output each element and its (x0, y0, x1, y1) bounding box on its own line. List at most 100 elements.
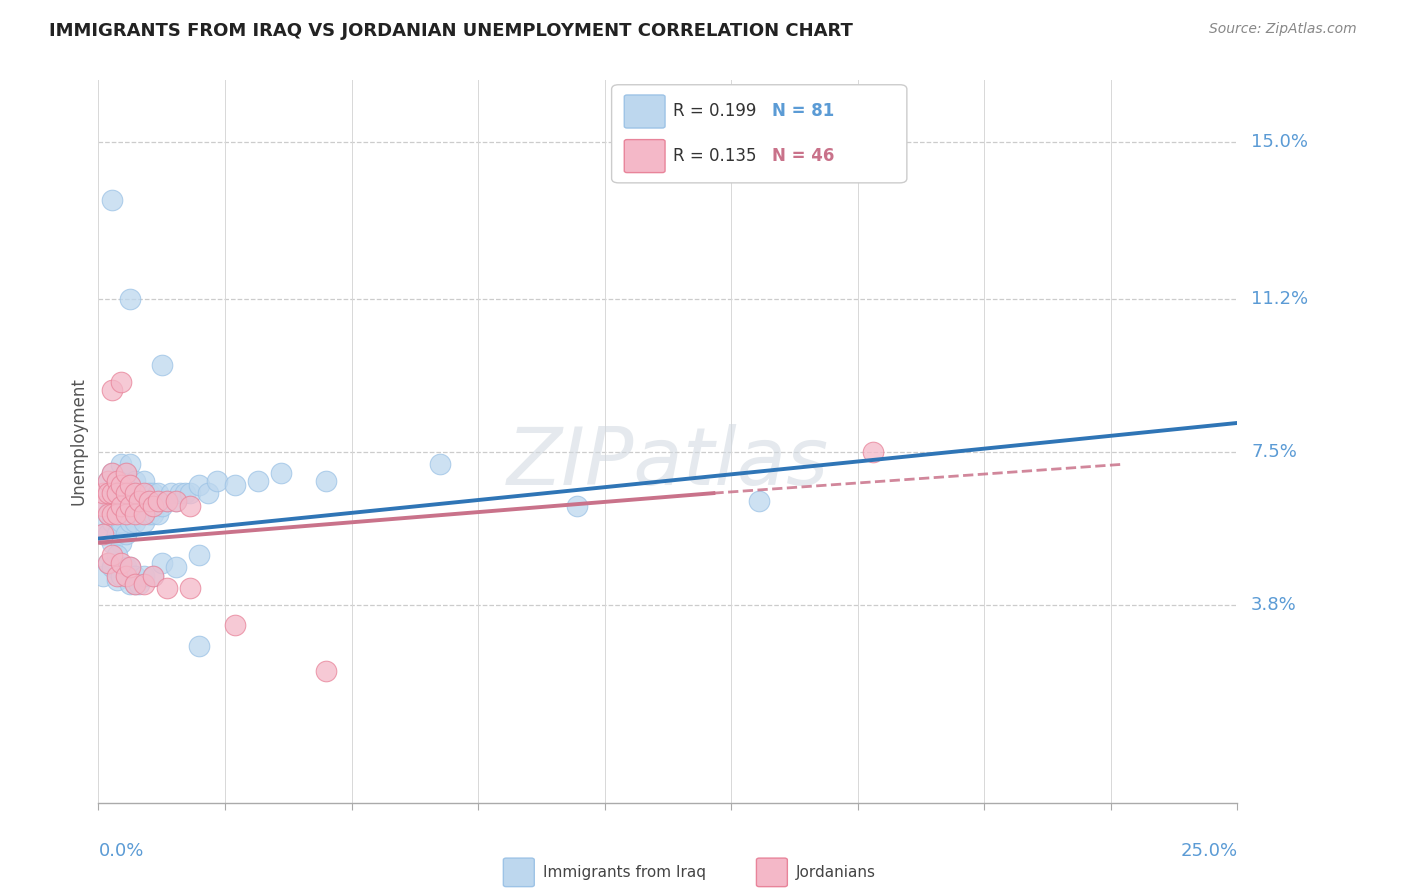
Point (124, 568, 146, 582)
Point (96, 557, 118, 571)
Point (105, 474, 128, 488)
Point (110, 457, 132, 471)
Point (187, 478, 209, 492)
Point (165, 494, 187, 508)
Point (114, 507, 136, 521)
Point (165, 494, 187, 508)
Text: 0.0%: 0.0% (98, 842, 143, 860)
Point (110, 499, 132, 513)
Point (132, 474, 155, 488)
Point (105, 486, 128, 500)
Text: Source: ZipAtlas.com: Source: ZipAtlas.com (1209, 22, 1357, 37)
Point (120, 499, 142, 513)
Point (101, 548, 124, 562)
Point (224, 618, 246, 632)
Point (187, 548, 209, 562)
Point (105, 507, 128, 521)
Point (91, 527, 114, 541)
Point (101, 466, 124, 480)
Point (120, 560, 142, 574)
Point (142, 568, 165, 582)
Point (862, 445, 884, 459)
Point (114, 486, 136, 500)
Point (142, 507, 165, 521)
Point (120, 577, 142, 591)
Point (91, 499, 114, 513)
Point (429, 457, 451, 471)
Point (150, 557, 173, 571)
Text: 15.0%: 15.0% (1251, 133, 1308, 152)
Point (142, 486, 165, 500)
Point (105, 568, 128, 582)
Text: 7.5%: 7.5% (1251, 442, 1298, 461)
Text: Jordanians: Jordanians (796, 865, 876, 880)
Point (114, 507, 136, 521)
Point (101, 193, 124, 207)
Y-axis label: Unemployment: Unemployment (69, 377, 87, 506)
Point (156, 494, 179, 508)
Point (101, 560, 124, 574)
Point (132, 486, 155, 500)
Point (105, 573, 128, 587)
Point (197, 486, 219, 500)
Point (120, 457, 142, 471)
Point (146, 494, 169, 508)
Point (748, 494, 770, 508)
Point (101, 383, 124, 397)
Point (315, 664, 337, 678)
Point (105, 486, 128, 500)
Point (114, 466, 136, 480)
Point (110, 557, 132, 571)
Point (91, 486, 114, 500)
Point (142, 499, 165, 513)
Text: Immigrants from Iraq: Immigrants from Iraq (543, 865, 706, 880)
Point (96, 527, 118, 541)
Point (110, 478, 132, 492)
Point (105, 527, 128, 541)
Point (124, 474, 146, 488)
Point (246, 474, 269, 488)
Point (174, 486, 197, 500)
Text: N = 46: N = 46 (772, 147, 834, 165)
Point (156, 494, 179, 508)
Point (101, 507, 124, 521)
Point (128, 507, 150, 521)
Point (96, 486, 118, 500)
Point (179, 499, 201, 513)
Point (150, 358, 173, 372)
Point (124, 577, 146, 591)
Point (224, 478, 246, 492)
Point (114, 486, 136, 500)
Point (132, 494, 155, 508)
Point (91, 527, 114, 541)
Point (128, 486, 150, 500)
Point (101, 486, 124, 500)
Point (315, 474, 337, 488)
Point (96, 474, 118, 488)
Point (187, 639, 209, 653)
Text: 11.2%: 11.2% (1251, 290, 1309, 308)
Point (128, 494, 150, 508)
Point (110, 499, 132, 513)
Point (270, 466, 292, 480)
Point (565, 499, 588, 513)
Point (132, 577, 155, 591)
Point (132, 515, 155, 529)
Point (124, 515, 146, 529)
Point (96, 507, 118, 521)
Point (110, 375, 132, 389)
Text: R = 0.135: R = 0.135 (673, 147, 756, 165)
Point (150, 499, 173, 513)
Point (124, 577, 146, 591)
Point (128, 577, 150, 591)
Point (124, 507, 146, 521)
Point (105, 548, 128, 562)
Point (146, 486, 169, 500)
Point (156, 581, 179, 595)
Point (101, 515, 124, 529)
Point (114, 527, 136, 541)
Point (124, 494, 146, 508)
Point (138, 507, 160, 521)
Text: ZIPatlas: ZIPatlas (506, 425, 830, 502)
Point (110, 535, 132, 549)
